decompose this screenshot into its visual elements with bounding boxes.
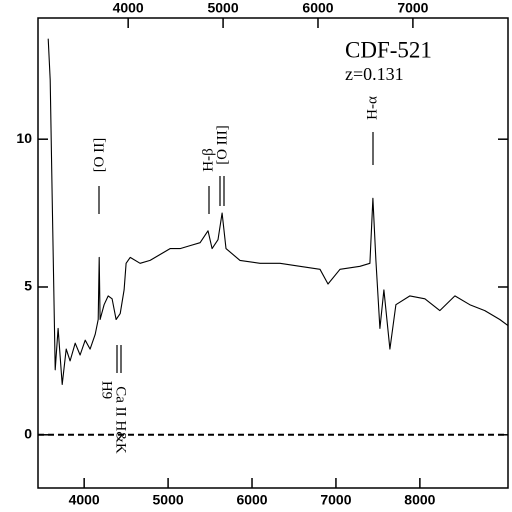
- annotation-markers: [98, 132, 374, 373]
- x2-tick-label: 7000: [397, 0, 428, 16]
- annotation: [O II]: [91, 138, 107, 173]
- annotation: H9: [99, 381, 115, 399]
- x-tick-label: 5000: [153, 492, 184, 508]
- x-tick-label: 7000: [320, 492, 351, 508]
- annotation: Ca II H&K: [113, 386, 129, 454]
- chart-subtitle: z=0.131: [345, 64, 404, 84]
- plot-frame: [37, 17, 509, 489]
- chart-title: CDF-521: [345, 37, 432, 62]
- y-tick-label: 0: [24, 425, 32, 441]
- x-tick-label: 4000: [69, 492, 100, 508]
- x-tick-label: 8000: [404, 492, 435, 508]
- spectrum-line: [47, 38, 509, 386]
- annotation: [O III]: [214, 125, 230, 165]
- x-tick-label: 6000: [236, 492, 267, 508]
- annotation: H-α: [364, 96, 380, 120]
- y-tick-label: 10: [16, 130, 32, 146]
- y-tick-label: 5: [24, 278, 32, 294]
- x2-tick-label: 4000: [113, 0, 144, 16]
- annotation: H-β: [200, 148, 216, 171]
- x2-tick-label: 5000: [207, 0, 238, 16]
- x2-tick-label: 6000: [302, 0, 333, 16]
